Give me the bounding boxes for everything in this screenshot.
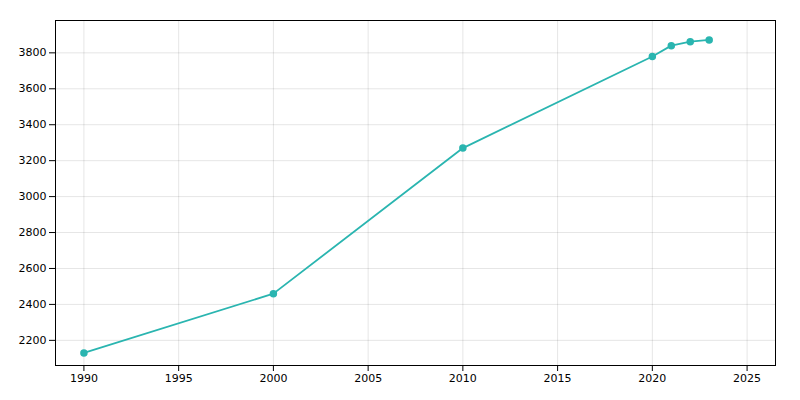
- svg-text:1995: 1995: [165, 372, 193, 385]
- svg-text:2200: 2200: [19, 334, 47, 347]
- svg-text:3400: 3400: [19, 118, 47, 131]
- svg-text:2020: 2020: [638, 372, 666, 385]
- svg-text:2025: 2025: [733, 372, 761, 385]
- svg-text:3000: 3000: [19, 190, 47, 203]
- svg-text:2800: 2800: [19, 226, 47, 239]
- svg-text:2005: 2005: [354, 372, 382, 385]
- svg-text:2015: 2015: [544, 372, 572, 385]
- svg-text:3200: 3200: [19, 154, 47, 167]
- svg-text:3800: 3800: [19, 46, 47, 59]
- svg-text:2010: 2010: [449, 372, 477, 385]
- svg-text:2400: 2400: [19, 298, 47, 311]
- svg-text:2000: 2000: [259, 372, 287, 385]
- svg-text:1990: 1990: [70, 372, 98, 385]
- svg-text:2600: 2600: [19, 262, 47, 275]
- svg-text:3600: 3600: [19, 82, 47, 95]
